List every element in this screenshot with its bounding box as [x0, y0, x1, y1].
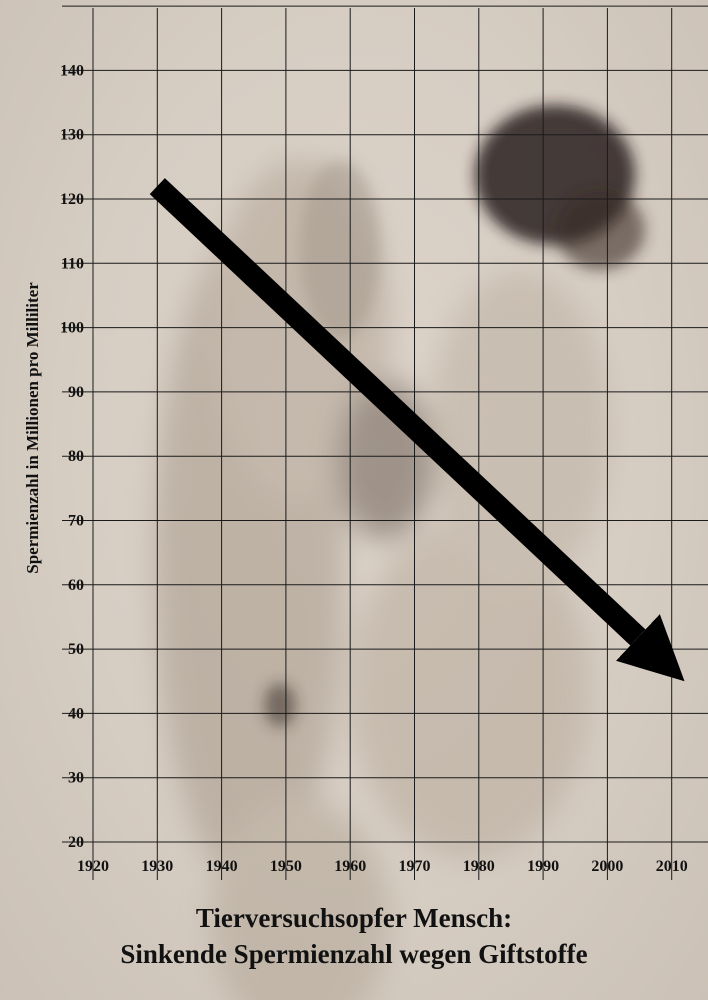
- x-tick-labels: 1920 1930 1940 1950 1960 1970 1980 1990 2000 2010: [77, 858, 688, 875]
- vertical-gridlines: [92, 8, 673, 880]
- x-tick-1950: 1950: [270, 858, 302, 875]
- x-tick-1980: 1980: [463, 858, 495, 875]
- y-tick-70: 70: [68, 513, 84, 530]
- y-tick-100: 100: [60, 320, 84, 337]
- caption: Tierversuchsopfer Mensch: Sinkende Sperm…: [0, 900, 708, 972]
- x-tick-2000: 2000: [591, 858, 623, 875]
- x-tick-1920: 1920: [77, 858, 109, 875]
- y-tick-80: 80: [68, 448, 84, 465]
- y-tick-60: 60: [68, 577, 84, 594]
- x-tick-1960: 1960: [334, 858, 366, 875]
- y-tick-50: 50: [68, 641, 84, 658]
- y-tick-40: 40: [68, 705, 84, 722]
- horizontal-gridlines: [62, 5, 708, 843]
- y-tick-30: 30: [68, 770, 84, 787]
- series-layer: [149, 178, 685, 682]
- y-tick-110: 110: [61, 255, 84, 272]
- y-tick-20: 20: [68, 834, 84, 851]
- x-tick-1940: 1940: [206, 858, 238, 875]
- x-tick-1990: 1990: [527, 858, 559, 875]
- x-tick-2010: 2010: [656, 858, 688, 875]
- y-tick-labels: 20 30 40 50 60 70 80 90 100 110 120 130 140: [60, 62, 84, 851]
- x-tick-1930: 1930: [141, 858, 173, 875]
- y-axis-label: Spermienzahl in Millionen pro Milliliter: [23, 282, 42, 574]
- caption-line-1: Tierversuchsopfer Mensch:: [195, 903, 513, 933]
- y-tick-120: 120: [60, 191, 84, 208]
- y-tick-90: 90: [68, 384, 84, 401]
- y-tick-130: 130: [60, 127, 84, 144]
- trend-arrow-0: [149, 178, 685, 682]
- caption-line-2: Sinkende Spermienzahl wegen Giftstoffe: [120, 939, 588, 969]
- y-tick-140: 140: [60, 62, 84, 79]
- x-tick-1970: 1970: [399, 858, 431, 875]
